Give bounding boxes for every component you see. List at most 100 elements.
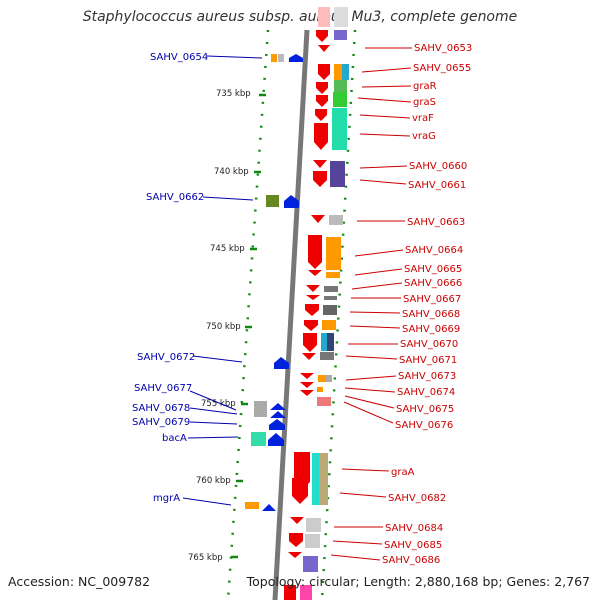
gene-label[interactable]: vraG xyxy=(412,131,436,142)
gene-label[interactable]: SAHV_0675 xyxy=(396,404,454,415)
gene-label[interactable]: SAHV_0654 xyxy=(150,52,208,63)
gene-block[interactable] xyxy=(251,432,266,446)
gene-label[interactable]: graR xyxy=(413,81,437,92)
gene-label[interactable]: SAHV_0655 xyxy=(413,63,471,74)
gene-arrow[interactable] xyxy=(315,109,327,121)
gene-label[interactable]: SAHV_0667 xyxy=(403,294,461,305)
gene-block[interactable] xyxy=(329,215,343,225)
gene-arrow[interactable] xyxy=(290,517,304,524)
gene-arrow[interactable] xyxy=(314,123,328,150)
gene-block[interactable] xyxy=(306,518,321,532)
gene-arrow[interactable] xyxy=(300,382,314,388)
gene-arrow[interactable] xyxy=(300,390,314,396)
gene-label[interactable]: vraF xyxy=(412,113,434,124)
gene-arrow[interactable] xyxy=(305,304,319,316)
gene-block[interactable] xyxy=(327,333,334,351)
gene-arrow[interactable] xyxy=(311,215,325,223)
gene-arrow[interactable] xyxy=(268,433,284,446)
gene-block[interactable] xyxy=(334,30,347,40)
gene-arrow[interactable] xyxy=(313,160,327,168)
gene-label[interactable]: mgrA xyxy=(153,493,180,504)
gene-block[interactable] xyxy=(323,305,337,315)
gene-arrow[interactable] xyxy=(284,195,299,208)
gene-arrow[interactable] xyxy=(318,64,330,80)
gene-block[interactable] xyxy=(318,7,330,27)
gene-label[interactable]: graA xyxy=(391,467,415,478)
gene-label[interactable]: SAHV_0682 xyxy=(388,493,446,504)
gene-arrow[interactable] xyxy=(289,54,303,62)
gene-arrow[interactable] xyxy=(316,82,328,94)
gene-label[interactable]: SAHV_0660 xyxy=(409,161,467,172)
gene-block[interactable] xyxy=(333,92,347,107)
gene-arrow[interactable] xyxy=(318,45,330,52)
gene-label[interactable]: SAHV_0673 xyxy=(398,371,456,382)
gene-label[interactable]: SAHV_0666 xyxy=(404,278,462,289)
gene-label[interactable]: SAHV_0686 xyxy=(382,555,440,566)
gene-block[interactable] xyxy=(303,556,318,572)
gene-block[interactable] xyxy=(245,502,259,509)
gene-arrow[interactable] xyxy=(270,411,286,418)
gene-block[interactable] xyxy=(271,54,277,62)
gene-block[interactable] xyxy=(326,237,341,270)
gene-label[interactable]: SAHV_0661 xyxy=(408,180,466,191)
gene-block[interactable] xyxy=(322,320,336,330)
gene-block[interactable] xyxy=(254,401,267,417)
gene-block[interactable] xyxy=(266,195,279,207)
gene-arrow[interactable] xyxy=(306,285,320,292)
gene-block[interactable] xyxy=(318,375,327,382)
gene-arrow[interactable] xyxy=(300,373,314,379)
gene-label[interactable]: SAHV_0670 xyxy=(400,339,458,350)
gene-label[interactable]: SAHV_0684 xyxy=(385,523,443,534)
gene-block[interactable] xyxy=(284,585,296,600)
gene-label[interactable]: SAHV_0669 xyxy=(402,324,460,335)
gene-label[interactable]: SAHV_0677 xyxy=(134,383,192,394)
gene-block[interactable] xyxy=(317,387,323,392)
gene-block[interactable] xyxy=(326,375,332,382)
gene-label[interactable]: SAHV_0685 xyxy=(384,540,442,551)
gene-label[interactable]: SAHV_0678 xyxy=(132,403,190,414)
gene-arrow[interactable] xyxy=(303,333,317,352)
gene-block[interactable] xyxy=(312,453,319,505)
gene-block[interactable] xyxy=(334,64,342,80)
gene-block[interactable] xyxy=(305,534,320,548)
gene-arrow[interactable] xyxy=(262,504,276,511)
gene-block[interactable] xyxy=(324,286,338,292)
gene-arrow[interactable] xyxy=(288,552,302,558)
gene-label[interactable]: SAHV_0674 xyxy=(397,387,455,398)
gene-arrow[interactable] xyxy=(289,533,303,547)
gene-arrow[interactable] xyxy=(302,353,316,360)
gene-block[interactable] xyxy=(332,108,347,150)
gene-label[interactable]: SAHV_0665 xyxy=(404,264,462,275)
gene-arrow[interactable] xyxy=(313,171,327,187)
gene-arrow[interactable] xyxy=(308,235,322,269)
gene-arrow[interactable] xyxy=(316,95,328,107)
gene-label[interactable]: SAHV_0672 xyxy=(137,352,195,363)
gene-label[interactable]: SAHV_0653 xyxy=(414,43,472,54)
gene-block[interactable] xyxy=(321,333,327,351)
gene-label[interactable]: SAHV_0662 xyxy=(146,192,204,203)
gene-arrow[interactable] xyxy=(269,419,285,430)
gene-label[interactable]: bacA xyxy=(162,433,187,444)
gene-arrow[interactable] xyxy=(306,295,320,300)
gene-block[interactable] xyxy=(300,585,312,600)
gene-arrow[interactable] xyxy=(308,270,322,276)
gene-label[interactable]: SAHV_0671 xyxy=(399,355,457,366)
gene-block[interactable] xyxy=(324,296,337,300)
gene-label[interactable]: SAHV_0664 xyxy=(405,245,463,256)
gene-block[interactable] xyxy=(278,54,284,62)
gene-label[interactable]: SAHV_0663 xyxy=(407,217,465,228)
gene-block[interactable] xyxy=(330,161,345,187)
gene-block[interactable] xyxy=(317,397,331,406)
gene-block[interactable] xyxy=(326,272,340,278)
gene-arrow[interactable] xyxy=(316,30,328,42)
gene-label[interactable]: SAHV_0679 xyxy=(132,417,190,428)
gene-label[interactable]: SAHV_0676 xyxy=(395,420,453,431)
gene-block[interactable] xyxy=(319,453,328,505)
gene-arrow[interactable] xyxy=(304,320,318,331)
gene-block[interactable] xyxy=(334,80,347,92)
gene-block[interactable] xyxy=(320,352,334,360)
gene-block[interactable] xyxy=(342,64,349,80)
gene-label[interactable]: graS xyxy=(413,97,436,108)
gene-arrow[interactable] xyxy=(270,403,286,410)
gene-label[interactable]: SAHV_0668 xyxy=(402,309,460,320)
